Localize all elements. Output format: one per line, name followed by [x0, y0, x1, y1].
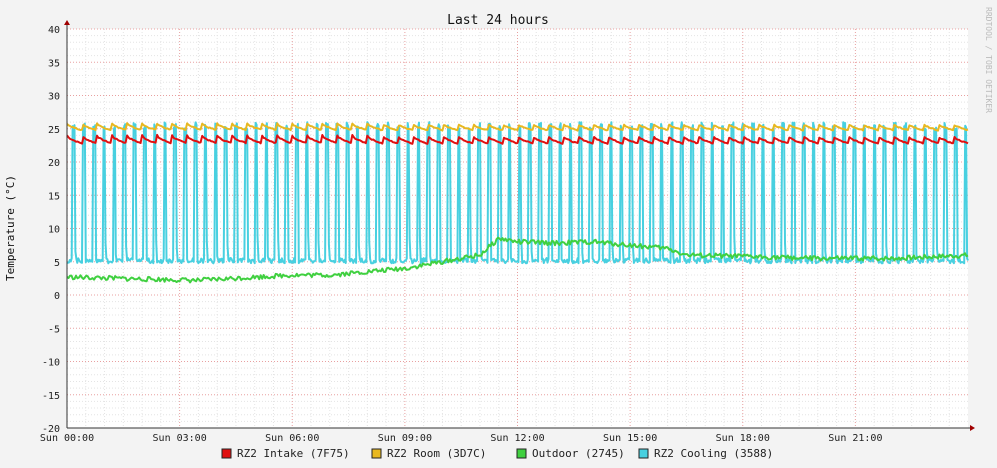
y-tick-label: 20: [48, 158, 60, 169]
y-tick-label: 40: [48, 25, 60, 36]
legend-label: RZ2 Room (3D7C): [387, 447, 486, 460]
legend-swatch: [516, 448, 527, 459]
x-tick-label: Sun 06:00: [265, 433, 319, 444]
y-tick-label: 10: [48, 225, 60, 236]
x-tick-label: Sun 18:00: [716, 433, 770, 444]
legend-swatch: [221, 448, 232, 459]
series-line: [66, 121, 969, 265]
y-tick-label: 5: [54, 258, 60, 269]
legend-swatch: [638, 448, 649, 459]
legend-swatch: [371, 448, 382, 459]
y-tick-label: 25: [48, 125, 60, 136]
x-tick-label: Sun 09:00: [378, 433, 432, 444]
legend-label: RZ2 Cooling (3588): [654, 447, 773, 460]
y-tick-label: -15: [42, 391, 60, 402]
x-axis-arrow: [970, 425, 975, 431]
y-tick-label: 35: [48, 58, 60, 69]
series-layer: [66, 121, 969, 284]
y-tick-label: -5: [48, 324, 60, 335]
series-line: [66, 122, 969, 132]
x-tick-label: Sun 12:00: [490, 433, 544, 444]
legend-label: Outdoor (2745): [532, 447, 625, 460]
legend-label: RZ2 Intake (7F75): [237, 447, 350, 460]
y-tick-label: 15: [48, 191, 60, 202]
y-tick-label: -20: [42, 424, 60, 435]
series-line: [66, 133, 969, 145]
y-tick-label: 30: [48, 92, 60, 103]
x-tick-label: Sun 03:00: [153, 433, 207, 444]
y-axis-label: Temperature (°C): [4, 175, 17, 281]
x-tick-label: Sun 15:00: [603, 433, 657, 444]
x-tick-label: Sun 21:00: [828, 433, 882, 444]
axes: -20 -15 -10 -5 0 5 10 15 20 25 30 35 40 Sun 00:00 Sun …: [40, 20, 975, 444]
y-tick-label: -10: [42, 358, 60, 369]
watermark: RRDTOOL / TOBI OETIKER: [984, 7, 993, 113]
y-tick-label: 0: [54, 291, 60, 302]
y-axis-arrow: [64, 20, 70, 25]
chart-title: Last 24 hours: [447, 13, 549, 28]
x-tick-label: Sun 00:00: [40, 433, 94, 444]
legend: RZ2 Intake (7F75) RZ2 Room (3D7C) Outdoor …: [221, 447, 773, 460]
series-line: [66, 236, 969, 284]
